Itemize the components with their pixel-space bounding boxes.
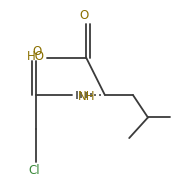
- Text: O: O: [33, 45, 42, 59]
- Text: O: O: [80, 9, 89, 22]
- Text: HO: HO: [27, 50, 45, 63]
- Text: Cl: Cl: [28, 164, 40, 177]
- Text: NH: NH: [78, 90, 95, 103]
